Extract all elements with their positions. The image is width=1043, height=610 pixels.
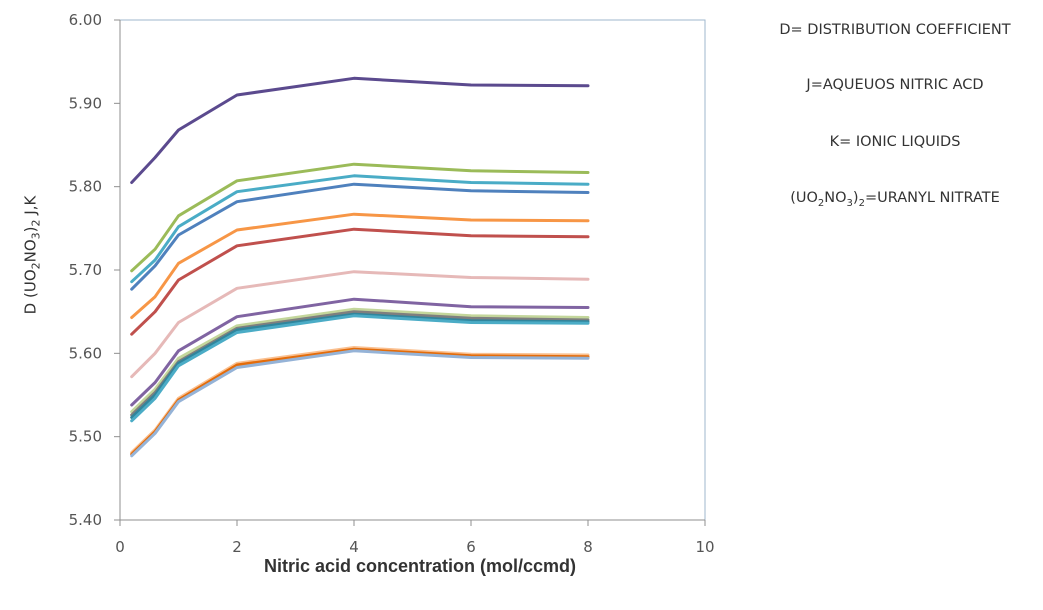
x-tick-label: 2 (232, 538, 242, 556)
series-line-1 (130, 76, 590, 184)
legend-note-distribution: D= DISTRIBUTION COEFFICIENT (779, 22, 1011, 38)
legend-note-aqueous: J=AQUEUOS NITRIC ACD (806, 77, 984, 93)
series-line-11 (130, 312, 590, 419)
plot-area-border (119, 19, 706, 521)
y-tick-label: 5.60 (69, 344, 102, 362)
series-lines (130, 76, 590, 458)
legend-note-ionic: K= IONIC LIQUIDS (829, 134, 961, 150)
x-tick-label: 6 (466, 538, 476, 556)
y-tick-label: 6.00 (69, 11, 102, 29)
y-tick-label: 5.70 (69, 261, 102, 279)
series-line-10 (130, 310, 590, 417)
y-tick-label: 5.50 (69, 428, 102, 446)
y-tick-label: 5.90 (69, 94, 102, 112)
series-line-12 (130, 314, 590, 423)
series-line-7 (130, 270, 590, 379)
x-tick-label: 8 (583, 538, 593, 556)
x-axis-ticks: 0 2 4 6 8 10 (115, 520, 715, 556)
x-axis-label: Nitric acid concentration (mol/ccmd) (263, 556, 577, 576)
series-line-13 (130, 346, 590, 454)
series-line-15 (130, 349, 590, 458)
y-axis-ticks: 5.40 5.50 5.60 5.70 5.80 5.90 6.00 (69, 11, 120, 529)
series-line-9 (130, 307, 590, 414)
y-axis-label: D (UO2NO3)2 J,K (21, 195, 43, 315)
series-line-8 (130, 297, 590, 407)
legend-note-uranyl: (UO2NO3)2=URANYL NITRATE (790, 190, 1000, 209)
series-line-4 (130, 182, 590, 291)
series-line-2 (130, 162, 590, 273)
series-line-3 (130, 174, 590, 284)
series-line-5 (130, 212, 590, 319)
series-line-6 (130, 227, 590, 336)
x-tick-label: 10 (695, 538, 714, 556)
series-line-14 (130, 347, 590, 456)
y-tick-label: 5.80 (69, 178, 102, 196)
x-tick-label: 4 (349, 538, 359, 556)
x-tick-label: 0 (115, 538, 125, 556)
y-tick-label: 5.40 (69, 511, 102, 529)
